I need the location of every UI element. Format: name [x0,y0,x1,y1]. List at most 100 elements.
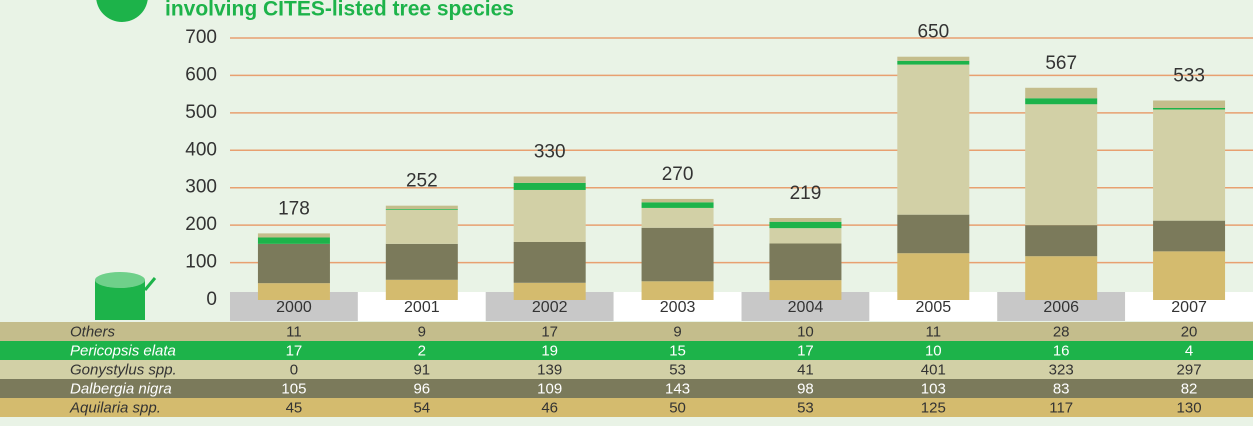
table-value: 4 [1185,342,1193,359]
table-value: 125 [921,399,946,416]
bar-segment [514,242,586,283]
bar-segment [514,190,586,242]
total-label: 533 [1173,66,1205,87]
y-tick-label: 700 [185,27,217,48]
table-value: 28 [1053,323,1070,340]
bar-segment [769,228,841,243]
table-value: 98 [797,380,814,397]
table-value: 17 [286,342,303,359]
y-tick-label: 400 [185,139,217,160]
table-value: 323 [1049,361,1074,378]
x-tick-label: 2005 [916,299,952,316]
chart-title: involving CITES-listed tree species [165,0,514,21]
bar-segment [258,233,330,237]
bar-segment [386,209,458,210]
table-value: 53 [669,361,686,378]
bar-segment [1153,221,1225,252]
bar-segment [1025,98,1097,104]
bar-segment [769,280,841,300]
x-tick-label: 2004 [788,299,824,316]
bar-segment [258,283,330,300]
table-value: 46 [541,399,558,416]
table-value: 41 [797,361,814,378]
table-value: 11 [286,323,302,340]
total-label: 252 [406,171,438,192]
x-tick-label: 2007 [1171,299,1207,316]
legend-label: Dalbergia nigra [70,380,172,397]
chart: involving CITES-listed tree species 0100… [0,0,1253,426]
table-value: 54 [413,399,430,416]
table-value: 17 [797,342,814,359]
x-tick-label: 2000 [276,299,312,316]
x-tick-label: 2001 [404,299,440,316]
bar-segment [769,222,841,228]
table-value: 401 [921,361,946,378]
total-label: 567 [1045,53,1077,74]
bar-segment [769,218,841,222]
bar-segment [897,57,969,61]
bar-segment [642,199,714,202]
total-label: 219 [790,183,822,204]
table-value: 139 [537,361,562,378]
bar-segment [258,244,330,283]
table-value: 96 [413,380,430,397]
table-value: 19 [541,342,558,359]
bar-segment [1025,225,1097,256]
y-tick-label: 600 [185,64,217,85]
table-value: 53 [797,399,814,416]
bar-segment [386,280,458,300]
table-value: 2 [418,342,426,359]
bar-segment [1025,104,1097,225]
table-value: 50 [669,399,686,416]
table-value: 91 [413,361,430,378]
bar-segment [386,244,458,280]
table-value: 16 [1053,342,1070,359]
table-value: 83 [1053,380,1070,397]
bar-segment [1153,101,1225,108]
table-value: 9 [418,323,426,340]
bar-segment [1153,108,1225,109]
legend-label: Aquilaria spp. [69,399,161,416]
bar-segment [258,237,330,243]
table-value: 130 [1177,399,1202,416]
table-value: 0 [290,361,298,378]
total-label: 330 [534,142,566,163]
table-value: 117 [1049,399,1073,416]
table-value: 103 [921,380,946,397]
table-value: 109 [537,380,562,397]
bar-segment [642,228,714,282]
legend-label: Pericopsis elata [70,342,176,359]
bar-segment [1153,109,1225,220]
bar-segment [1025,256,1097,300]
y-tick-label: 200 [185,214,217,235]
y-tick-label: 500 [185,102,217,123]
total-label: 270 [662,164,694,185]
y-tick-label: 0 [206,289,217,310]
bar-segment [1153,251,1225,300]
bar-segment [897,61,969,65]
table-value: 20 [1181,323,1198,340]
y-tick-label: 100 [185,252,217,273]
table-value: 10 [925,342,942,359]
total-label: 650 [917,22,949,43]
bar-segment [897,215,969,254]
bar-segment [897,253,969,300]
bar-segment [769,243,841,280]
legend-label: Others [70,323,116,340]
y-tick-label: 300 [185,177,217,198]
total-label: 178 [278,198,310,219]
bar-segment [642,202,714,208]
x-tick-label: 2003 [660,299,696,316]
table-value: 105 [281,380,306,397]
table-value: 10 [797,323,814,340]
bar-segment [642,208,714,228]
table-value: 17 [541,323,558,340]
bar-segment [514,183,586,190]
table-value: 297 [1177,361,1202,378]
bar-segment [897,65,969,215]
bar-segment [1025,88,1097,98]
table-value: 143 [665,380,690,397]
bar-segment [514,283,586,300]
bar-segment [642,281,714,300]
table-value: 9 [673,323,681,340]
